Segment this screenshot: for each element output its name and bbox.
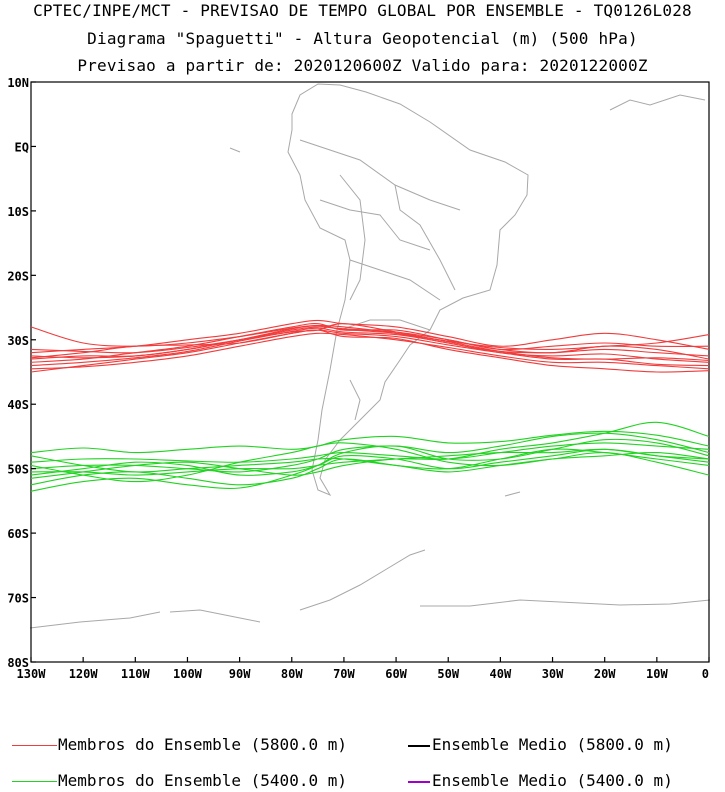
x-tick-label: 90W xyxy=(229,667,251,681)
x-tick-label: 130W xyxy=(17,667,47,681)
y-tick-label: 20S xyxy=(7,269,29,283)
legend-label: Membros do Ensemble (5800.0 m) xyxy=(58,735,347,754)
y-tick-label: 60S xyxy=(7,527,29,541)
plot-border xyxy=(30,81,710,663)
contour-member-5800-5 xyxy=(30,329,710,373)
legend-label: Ensemble Medio (5400.0 m) xyxy=(432,771,673,790)
x-tick-label: 10W xyxy=(646,667,668,681)
contour-lines xyxy=(30,319,710,492)
contour-member-5800-1 xyxy=(30,326,710,354)
x-tick-label: 30W xyxy=(542,667,564,681)
legend-label: Ensemble Medio (5800.0 m) xyxy=(432,735,673,754)
contour-member-5800-6 xyxy=(30,332,710,370)
y-tick-label: 10N xyxy=(7,76,29,90)
x-tick-label: 110W xyxy=(121,667,151,681)
chart-title-line-2: Diagrama "Spaguetti" - Altura Geopotenci… xyxy=(87,29,638,48)
y-tick-label: 70S xyxy=(7,592,29,606)
x-tick-label: 60W xyxy=(385,667,407,681)
x-tick-label: 0 xyxy=(702,667,709,681)
x-tick-label: 50W xyxy=(437,667,459,681)
y-tick-label: 80S xyxy=(7,656,29,670)
legend-swatch xyxy=(12,745,57,746)
y-tick-label: 50S xyxy=(7,463,29,477)
y-tick-label: 40S xyxy=(7,398,29,412)
contour-member-5800-10 xyxy=(30,323,710,361)
map-coastlines xyxy=(29,83,711,629)
y-tick-label: 10S xyxy=(7,205,29,219)
y-tick-label: EQ xyxy=(15,140,29,154)
x-tick-label: 20W xyxy=(594,667,616,681)
contour-member-5400-1 xyxy=(30,430,710,454)
contour-member-5400-8 xyxy=(30,448,710,473)
legend-swatch xyxy=(408,745,430,747)
contour-member-5400-3 xyxy=(30,432,710,473)
chart-title-line-1: CPTEC/INPE/MCT - PREVISAO DE TEMPO GLOBA… xyxy=(33,1,692,20)
x-tick-label: 100W xyxy=(173,667,203,681)
legend-swatch xyxy=(408,781,430,783)
contour-member-5400-9 xyxy=(30,448,710,476)
contour-member-5400-5 xyxy=(30,451,710,486)
legend-label: Membros do Ensemble (5400.0 m) xyxy=(58,771,347,790)
legend-swatch xyxy=(12,781,57,782)
contour-member-5800-9 xyxy=(30,329,710,373)
x-tick-label: 80W xyxy=(281,667,303,681)
chart-title-line-3: Previsao a partir de: 2020120600Z Valido… xyxy=(77,56,648,75)
contour-member-5400-7 xyxy=(30,442,710,483)
contour-member-5400-6 xyxy=(30,438,710,492)
x-tick-label: 120W xyxy=(69,667,99,681)
y-tick-label: 30S xyxy=(7,334,29,348)
x-tick-label: 40W xyxy=(490,667,512,681)
contour-member-5800-4 xyxy=(30,327,710,367)
plot-frame xyxy=(30,81,710,663)
x-tick-label: 70W xyxy=(333,667,355,681)
contour-member-5400-10 xyxy=(30,421,710,479)
